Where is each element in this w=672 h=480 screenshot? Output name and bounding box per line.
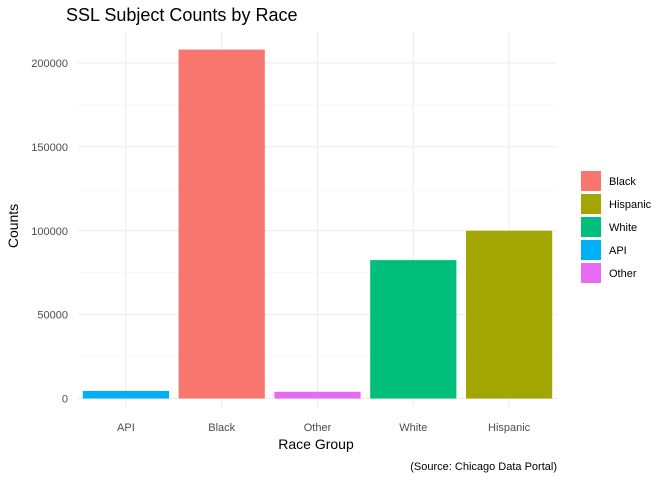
legend-swatch-black xyxy=(581,171,601,191)
y-tick-label: 0 xyxy=(62,394,68,406)
legend-label: Black xyxy=(609,176,636,188)
legend-swatch-white xyxy=(581,217,601,237)
x-axis-ticks: API Black Other White Hispanic xyxy=(117,422,531,434)
x-tick-label: Other xyxy=(304,422,332,434)
y-axis-ticks: 0 50000 100000 150000 200000 xyxy=(31,58,68,406)
x-tick-label: Black xyxy=(208,422,235,434)
legend: Black Hispanic White API Other xyxy=(581,171,652,283)
x-tick-label: Hispanic xyxy=(488,422,531,434)
bar-white xyxy=(370,260,456,398)
bar-hispanic xyxy=(466,231,552,399)
legend-swatch-other xyxy=(581,263,601,283)
bar-black xyxy=(179,50,265,399)
y-tick-label: 150000 xyxy=(31,142,68,154)
bar-api xyxy=(83,391,169,399)
legend-swatch-api xyxy=(581,240,601,260)
legend-swatch-hispanic xyxy=(581,194,601,214)
y-tick-label: 50000 xyxy=(37,310,68,322)
legend-label: API xyxy=(609,245,627,257)
bar-other xyxy=(274,392,360,399)
legend-label: Other xyxy=(609,268,637,280)
legend-label: Hispanic xyxy=(609,199,652,211)
chart-caption: (Source: Chicago Data Portal) xyxy=(410,461,557,473)
y-tick-label: 100000 xyxy=(31,226,68,238)
chart-title: SSL Subject Counts by Race xyxy=(66,5,297,25)
y-tick-label: 200000 xyxy=(31,58,68,70)
x-tick-label: White xyxy=(399,422,427,434)
legend-label: White xyxy=(609,222,637,234)
x-axis-title: Race Group xyxy=(278,436,354,452)
x-tick-label: API xyxy=(117,422,135,434)
y-axis-title: Counts xyxy=(5,204,21,248)
